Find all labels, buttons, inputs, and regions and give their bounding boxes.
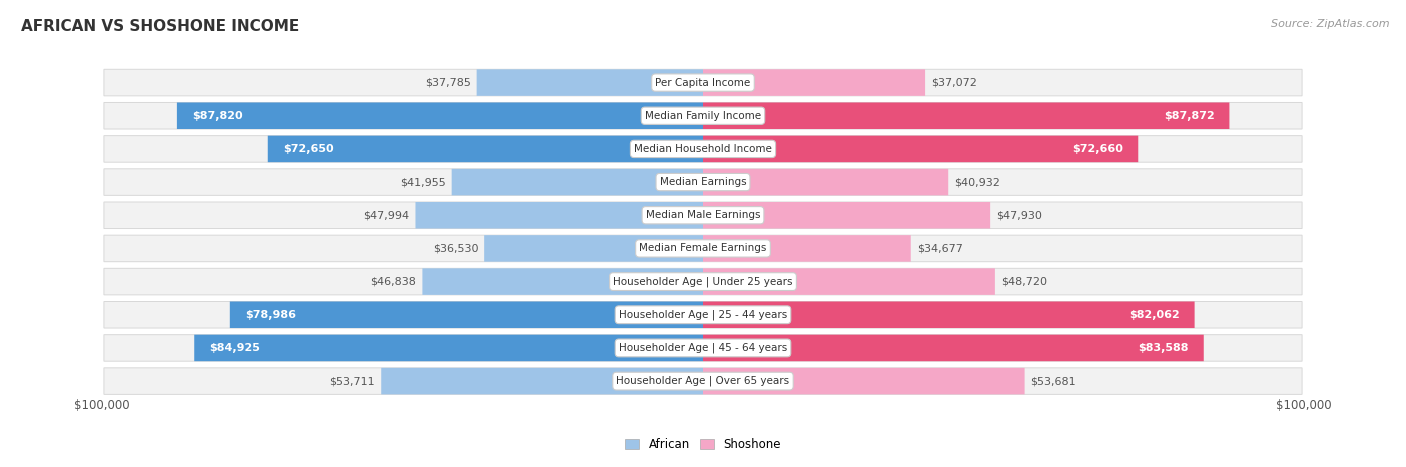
FancyBboxPatch shape <box>422 269 703 295</box>
Text: Median Family Income: Median Family Income <box>645 111 761 121</box>
FancyBboxPatch shape <box>104 269 1302 295</box>
FancyBboxPatch shape <box>104 102 1302 129</box>
FancyBboxPatch shape <box>104 169 1302 195</box>
Text: AFRICAN VS SHOSHONE INCOME: AFRICAN VS SHOSHONE INCOME <box>21 19 299 34</box>
FancyBboxPatch shape <box>104 69 1302 96</box>
FancyBboxPatch shape <box>703 202 990 228</box>
Text: $36,530: $36,530 <box>433 243 478 254</box>
Text: $37,072: $37,072 <box>931 78 977 88</box>
Text: $87,872: $87,872 <box>1164 111 1215 121</box>
FancyBboxPatch shape <box>381 368 703 394</box>
FancyBboxPatch shape <box>703 102 1229 129</box>
Text: Median Female Earnings: Median Female Earnings <box>640 243 766 254</box>
FancyBboxPatch shape <box>703 368 1025 394</box>
Text: Median Earnings: Median Earnings <box>659 177 747 187</box>
Text: $41,955: $41,955 <box>399 177 446 187</box>
Text: $100,000: $100,000 <box>1277 399 1331 412</box>
FancyBboxPatch shape <box>194 335 703 361</box>
Text: $47,994: $47,994 <box>363 210 409 220</box>
FancyBboxPatch shape <box>484 235 703 262</box>
Text: Source: ZipAtlas.com: Source: ZipAtlas.com <box>1271 19 1389 28</box>
FancyBboxPatch shape <box>104 335 1302 361</box>
FancyBboxPatch shape <box>703 69 925 96</box>
Text: $37,785: $37,785 <box>425 78 471 88</box>
FancyBboxPatch shape <box>229 302 703 328</box>
FancyBboxPatch shape <box>416 202 703 228</box>
Text: $78,986: $78,986 <box>245 310 295 320</box>
Text: Median Household Income: Median Household Income <box>634 144 772 154</box>
Text: $53,711: $53,711 <box>329 376 375 386</box>
Legend: African, Shoshone: African, Shoshone <box>626 438 780 451</box>
FancyBboxPatch shape <box>703 169 948 195</box>
Text: $84,925: $84,925 <box>209 343 260 353</box>
Text: $87,820: $87,820 <box>191 111 242 121</box>
Text: Householder Age | Under 25 years: Householder Age | Under 25 years <box>613 276 793 287</box>
FancyBboxPatch shape <box>703 302 1195 328</box>
Text: $72,660: $72,660 <box>1073 144 1123 154</box>
FancyBboxPatch shape <box>451 169 703 195</box>
FancyBboxPatch shape <box>104 235 1302 262</box>
FancyBboxPatch shape <box>104 368 1302 394</box>
Text: $82,062: $82,062 <box>1129 310 1180 320</box>
FancyBboxPatch shape <box>267 135 703 162</box>
FancyBboxPatch shape <box>104 135 1302 162</box>
Text: $34,677: $34,677 <box>917 243 963 254</box>
Text: $100,000: $100,000 <box>75 399 129 412</box>
FancyBboxPatch shape <box>703 269 995 295</box>
FancyBboxPatch shape <box>104 202 1302 228</box>
Text: $46,838: $46,838 <box>371 276 416 287</box>
Text: Householder Age | 25 - 44 years: Householder Age | 25 - 44 years <box>619 310 787 320</box>
Text: Householder Age | Over 65 years: Householder Age | Over 65 years <box>616 376 790 386</box>
FancyBboxPatch shape <box>104 302 1302 328</box>
FancyBboxPatch shape <box>703 235 911 262</box>
Text: Median Male Earnings: Median Male Earnings <box>645 210 761 220</box>
Text: Per Capita Income: Per Capita Income <box>655 78 751 88</box>
Text: $47,930: $47,930 <box>995 210 1042 220</box>
FancyBboxPatch shape <box>703 335 1204 361</box>
Text: $48,720: $48,720 <box>1001 276 1047 287</box>
FancyBboxPatch shape <box>477 69 703 96</box>
Text: $83,588: $83,588 <box>1139 343 1189 353</box>
FancyBboxPatch shape <box>177 102 703 129</box>
Text: $53,681: $53,681 <box>1031 376 1076 386</box>
Text: $40,932: $40,932 <box>955 177 1000 187</box>
Text: $72,650: $72,650 <box>283 144 333 154</box>
FancyBboxPatch shape <box>703 135 1139 162</box>
Text: Householder Age | 45 - 64 years: Householder Age | 45 - 64 years <box>619 343 787 353</box>
